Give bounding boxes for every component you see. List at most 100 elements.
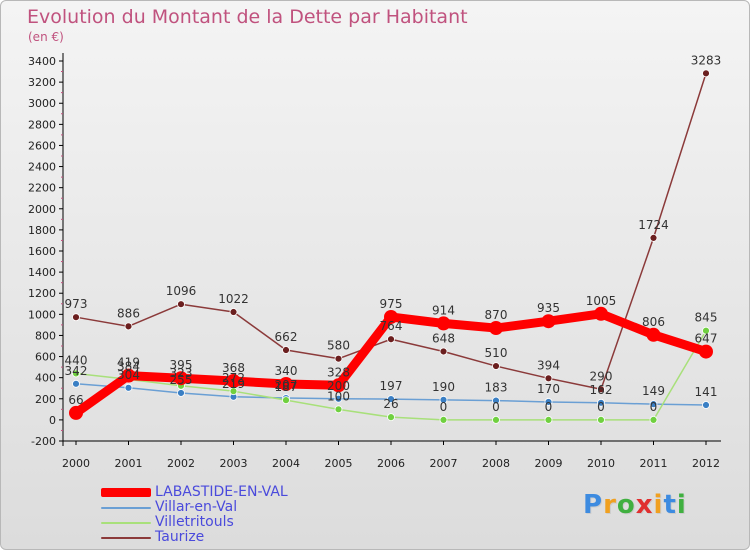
y-tick-label: 0 (49, 414, 56, 427)
data-label: 219 (222, 377, 245, 391)
x-tick-label: 2007 (430, 457, 458, 470)
data-label: 648 (432, 331, 455, 345)
legend-swatch (101, 530, 151, 545)
legend-swatch (101, 485, 151, 500)
data-label: 255 (170, 373, 193, 387)
data-point (72, 313, 80, 322)
y-tick-label: 400 (35, 372, 56, 385)
data-label: 141 (695, 385, 718, 399)
data-point (492, 396, 500, 405)
data-label: 183 (485, 381, 508, 395)
data-point (69, 405, 83, 420)
data-label: 340 (275, 364, 298, 378)
data-label: 510 (485, 346, 508, 360)
data-point (226, 374, 241, 389)
x-tick-label: 2012 (692, 457, 720, 470)
x-tick-label: 2010 (587, 457, 615, 470)
data-point (646, 327, 661, 342)
data-point (492, 415, 500, 424)
data-point (387, 413, 395, 422)
data-label: 187 (275, 380, 298, 394)
data-point (541, 314, 556, 329)
data-label: 764 (380, 319, 403, 333)
y-tick-label: 200 (35, 393, 56, 406)
data-point (597, 385, 605, 394)
data-point (699, 344, 713, 359)
x-tick-label: 2005 (325, 457, 353, 470)
legend-label: Villar-en-Val (155, 499, 238, 515)
legend-item: Taurize (101, 529, 361, 545)
data-point (544, 398, 553, 406)
data-point (229, 308, 238, 316)
x-tick-label: 2001 (115, 457, 143, 470)
x-tick-label: 2003 (220, 457, 248, 470)
data-label: 394 (537, 358, 560, 372)
data-point (174, 371, 188, 386)
y-tick-label: 3000 (28, 97, 56, 110)
data-point (702, 69, 710, 78)
data-label: 870 (485, 308, 508, 322)
y-tick-label: 2800 (28, 118, 56, 131)
y-tick-label: 2200 (28, 182, 56, 195)
data-label: 1724 (638, 218, 669, 232)
data-point (649, 400, 658, 409)
legend-swatch (101, 515, 151, 530)
data-point (544, 374, 553, 383)
data-point (384, 309, 398, 324)
data-point (124, 383, 133, 392)
data-label: 419 (117, 356, 140, 370)
x-tick-label: 2008 (482, 457, 510, 470)
data-label: 1096 (166, 284, 197, 298)
data-label: 806 (642, 315, 665, 329)
legend-label: Taurize (155, 529, 205, 545)
data-label: 190 (432, 380, 455, 394)
y-tick-label: 2400 (28, 161, 56, 174)
data-point (649, 415, 658, 424)
data-label: 162 (590, 383, 613, 397)
data-point (72, 369, 80, 378)
data-label: 66 (68, 393, 83, 407)
data-point (594, 306, 608, 321)
data-label: 100 (327, 389, 350, 403)
data-point (436, 316, 451, 331)
data-point (282, 396, 290, 405)
x-tick-label: 2004 (272, 457, 300, 470)
data-label: 647 (695, 332, 718, 346)
data-point (279, 377, 293, 391)
y-tick-label: 600 (35, 351, 56, 364)
y-tick-label: -200 (31, 435, 56, 448)
y-tick-label: 1800 (28, 224, 56, 237)
data-point (489, 321, 503, 336)
x-tick-label: 2000 (62, 457, 90, 470)
data-label: 975 (380, 297, 403, 311)
data-label: 935 (537, 301, 560, 315)
data-point (282, 346, 290, 354)
data-point (121, 368, 136, 383)
data-label: 328 (327, 365, 350, 379)
data-label: 207 (275, 378, 298, 392)
logo-letter: i (676, 490, 687, 520)
data-label: 914 (432, 303, 455, 317)
data-label: 662 (275, 330, 298, 344)
data-label: 440 (65, 353, 88, 367)
data-label: 0 (440, 400, 448, 414)
data-label: 290 (590, 369, 613, 383)
data-label: 149 (642, 384, 665, 398)
data-label: 580 (327, 339, 350, 353)
data-point (597, 398, 605, 407)
data-point (334, 405, 343, 414)
data-label: 384 (117, 359, 140, 373)
data-point (387, 395, 395, 403)
data-point (702, 401, 710, 409)
data-point (177, 389, 185, 397)
data-label: 272 (222, 371, 245, 385)
x-tick-label: 2011 (640, 457, 668, 470)
data-point (334, 394, 343, 403)
legend-label: LABASTIDE-EN-VAL (155, 484, 288, 500)
data-point (439, 415, 448, 424)
logo-letter: o (616, 490, 636, 520)
data-label: 1005 (586, 294, 617, 308)
y-tick-label: 800 (35, 329, 56, 342)
y-tick-label: 2000 (28, 203, 56, 216)
